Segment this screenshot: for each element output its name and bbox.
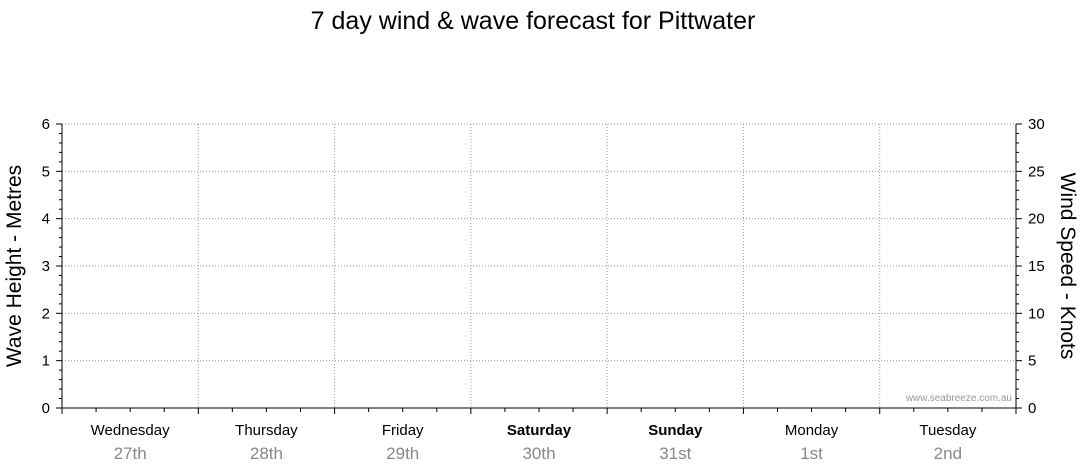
right-axis-title: Wind Speed - Knots: [1056, 173, 1079, 360]
day-label: Saturday: [507, 422, 572, 439]
left-tick-label: 5: [42, 163, 50, 180]
right-tick-label: 0: [1028, 400, 1036, 417]
day-label: Sunday: [648, 422, 703, 439]
day-label: Friday: [382, 422, 424, 439]
right-tick-label: 15: [1028, 258, 1045, 275]
day-label: Tuesday: [919, 422, 976, 439]
day-label: Wednesday: [91, 422, 170, 439]
date-label: 29th: [386, 444, 419, 463]
right-tick-label: 25: [1028, 163, 1045, 180]
date-label: 30th: [522, 444, 555, 463]
right-tick-label: 5: [1028, 353, 1036, 370]
left-tick-label: 0: [42, 400, 50, 417]
grid: [62, 123, 1016, 408]
date-label: 2nd: [934, 444, 962, 463]
left-tick-label: 6: [42, 116, 50, 133]
right-tick-label: 30: [1028, 116, 1045, 133]
day-labels: Wednesday 27th Thursday 28th Friday 29th Satur…: [91, 422, 977, 463]
left-axis-ticks: 0 1 2 3 4 5 6: [42, 116, 50, 417]
right-tick-label: 10: [1028, 305, 1045, 322]
right-tick-label: 20: [1028, 211, 1045, 228]
date-label: 27th: [114, 444, 147, 463]
left-axis-title: Wave Height - Metres: [3, 165, 26, 367]
axes: [56, 123, 1022, 414]
chart-title: 7 day wind & wave forecast for Pittwater: [311, 7, 756, 35]
left-tick-label: 3: [42, 258, 50, 275]
date-label: 1st: [800, 444, 823, 463]
left-tick-label: 2: [42, 305, 50, 322]
day-label: Monday: [785, 422, 839, 439]
watermark: www.seabreeze.com.au: [905, 393, 1012, 404]
date-label: 31st: [659, 444, 691, 463]
right-axis-ticks: 0 5 10 15 20 25 30: [1028, 116, 1045, 417]
left-tick-label: 4: [42, 211, 50, 228]
left-tick-label: 1: [42, 353, 50, 370]
day-label: Thursday: [235, 422, 298, 439]
date-label: 28th: [250, 444, 283, 463]
